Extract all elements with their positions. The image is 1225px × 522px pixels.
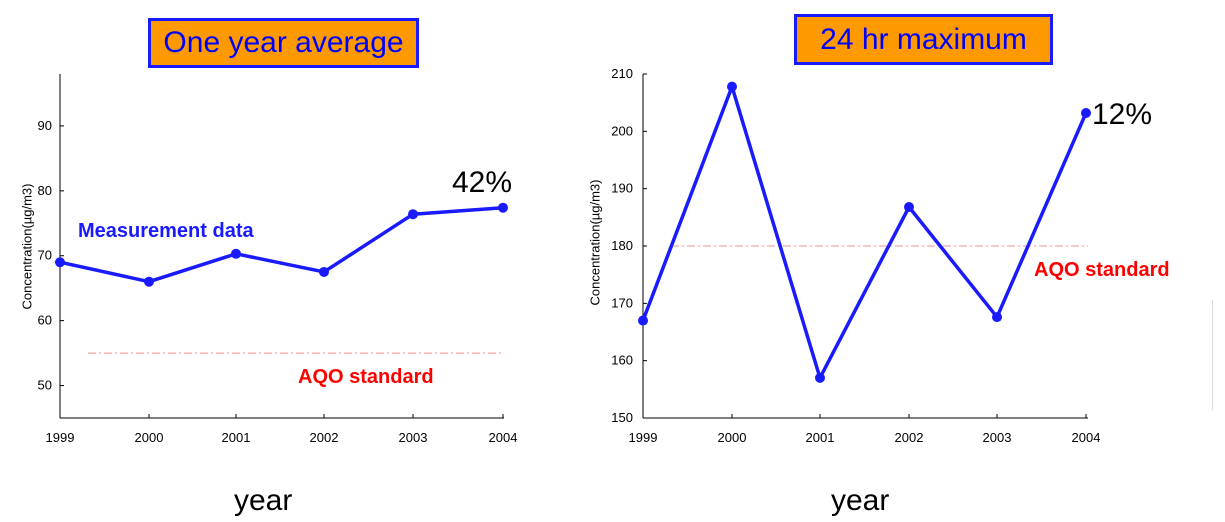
x-tick-label: 2004 (489, 430, 518, 445)
y-tick-label: 50 (38, 378, 52, 393)
y-tick-label: 210 (611, 66, 633, 81)
x-tick-label: 1999 (46, 430, 75, 445)
data-point (815, 372, 825, 383)
data-point (992, 312, 1002, 323)
series-line (641, 84, 1088, 380)
data-point (319, 266, 329, 277)
x-tick-label: 2002 (895, 430, 924, 445)
data-point (727, 81, 737, 92)
x-tick-label: 2003 (399, 430, 428, 445)
data-point (408, 209, 418, 220)
y-tick-label: 80 (38, 183, 52, 198)
chart-title-24hr-maximum: 24 hr maximum (794, 14, 1053, 65)
percent-annotation: 12% (1092, 98, 1152, 131)
x-tick-label: 2000 (718, 430, 747, 445)
data-point (55, 257, 65, 268)
data-point (144, 276, 154, 287)
data-point (904, 202, 914, 213)
series-name-label: Measurement data (78, 220, 254, 242)
data-point (498, 202, 508, 213)
y-tick-label: 70 (38, 248, 52, 263)
chart-title-one-year-average: One year average (148, 18, 419, 68)
data-point (231, 248, 241, 259)
x-axis-label-left: year (234, 484, 293, 517)
series-line (59, 205, 504, 284)
aqo-standard-label: AQO standard (298, 366, 434, 388)
y-tick-label: 150 (611, 410, 633, 425)
x-tick-label: 2004 (1072, 430, 1101, 445)
y-tick-label: 90 (38, 118, 52, 133)
edge-divider (1212, 300, 1213, 410)
x-tick-label: 1999 (629, 430, 658, 445)
x-tick-label: 2001 (806, 430, 835, 445)
y-tick-label: 200 (611, 123, 633, 138)
x-tick-label: 2002 (310, 430, 339, 445)
y-tick-label: 170 (611, 295, 633, 310)
y-tick-label: 60 (38, 313, 52, 328)
y-tick-label: 160 (611, 353, 633, 368)
aqo-standard-label: AQO standard (1034, 259, 1170, 281)
data-point (1081, 107, 1091, 118)
y-tick-label: 190 (611, 181, 633, 196)
percent-annotation: 42% (452, 166, 512, 199)
x-tick-label: 2000 (135, 430, 164, 445)
x-axis-label-right: year (831, 484, 890, 517)
y-tick-label: 180 (611, 238, 633, 253)
x-tick-label: 2003 (983, 430, 1012, 445)
x-tick-label: 2001 (222, 430, 251, 445)
data-point (638, 315, 648, 326)
